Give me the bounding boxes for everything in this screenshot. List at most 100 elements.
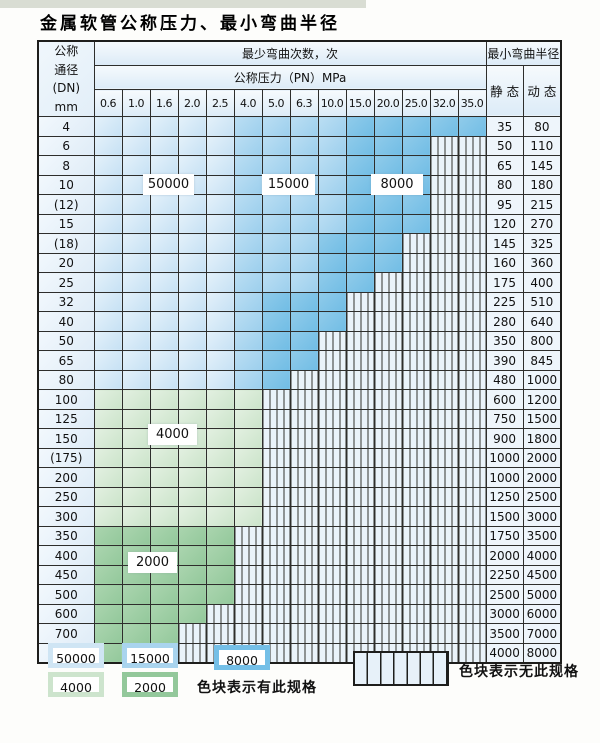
spec-cell-b50 <box>177 311 207 332</box>
spec-cell-b50 <box>121 194 151 215</box>
spec-cell-b8 <box>345 213 375 235</box>
static-radius-value: 1250 <box>485 486 524 508</box>
table-row: 125 750 1500 <box>37 408 562 430</box>
no-spec-cell <box>233 564 263 586</box>
spec-cell-b15 <box>289 233 319 254</box>
spec-cell-b15 <box>261 252 291 274</box>
no-spec-cell <box>317 603 347 625</box>
spec-cell-b50 <box>149 233 179 254</box>
no-spec-cell <box>401 330 431 352</box>
spec-cell-b8 <box>261 369 291 391</box>
dynamic-radius-value: 8000 <box>522 642 562 664</box>
no-spec-cell <box>429 252 459 274</box>
dn-value: 125 <box>37 408 95 430</box>
dn-value: 65 <box>37 350 95 371</box>
no-spec-cell <box>233 603 263 625</box>
spec-cell-b15 <box>233 116 263 137</box>
static-radius-value: 900 <box>485 428 524 449</box>
spec-cell-b50 <box>93 330 123 352</box>
no-spec-cell <box>429 603 459 625</box>
no-spec-cell <box>457 525 487 547</box>
pressure-value: 15.0 <box>345 89 375 118</box>
spec-cell-b50 <box>121 252 151 274</box>
spec-cell-b8 <box>345 174 375 196</box>
spec-cell-b8 <box>373 252 403 274</box>
spec-cell-b50 <box>177 213 207 235</box>
no-spec-cell <box>345 330 375 352</box>
dynamic-radius-value: 400 <box>522 272 562 293</box>
legend-swatch-value: 2000 <box>134 680 166 695</box>
spec-cell-b15 <box>233 272 263 293</box>
table-row: (18) 145 325 <box>37 233 562 254</box>
no-spec-cell <box>317 506 347 527</box>
dynamic-radius-value: 2000 <box>522 467 562 488</box>
spec-cell-b8 <box>261 311 291 332</box>
spec-cell-b4 <box>93 486 123 508</box>
no-spec-cell <box>289 428 319 449</box>
no-spec-cell <box>401 486 431 508</box>
pressure-value: 4.0 <box>233 89 263 118</box>
spec-cell-b8 <box>373 155 403 176</box>
no-spec-cell <box>317 545 347 566</box>
table-row: (175) 1000 2000 <box>37 447 562 469</box>
spec-cell-b15 <box>233 311 263 332</box>
spec-cell-b15 <box>233 135 263 157</box>
static-radius-value: 50 <box>485 135 524 157</box>
dynamic-radius-value: 360 <box>522 252 562 274</box>
dn-value: 150 <box>37 428 95 449</box>
pressure-value: 1.0 <box>121 89 151 118</box>
spec-cell-b8 <box>345 135 375 157</box>
dynamic-radius-value: 3500 <box>522 525 562 547</box>
spec-cell-b50 <box>121 272 151 293</box>
pressure-value: 20.0 <box>373 89 403 118</box>
no-spec-cell <box>429 311 459 332</box>
spec-cell-b4 <box>93 506 123 527</box>
spec-cell-b4 <box>233 428 263 449</box>
no-spec-cell <box>345 467 375 488</box>
no-spec-cell <box>289 467 319 488</box>
no-spec-cell <box>373 486 403 508</box>
spec-cell-b50 <box>149 291 179 313</box>
no-spec-cell <box>429 389 459 410</box>
legend-swatch-15000: 15000 <box>122 643 178 668</box>
no-spec-cell <box>373 369 403 391</box>
spec-cell-b50 <box>93 194 123 215</box>
spec-cell-b4 <box>177 506 207 527</box>
no-spec-cell <box>401 623 431 644</box>
dynamic-radius-value: 640 <box>522 311 562 332</box>
table-row: 25 175 400 <box>37 272 562 293</box>
dynamic-radius-value: 510 <box>522 291 562 313</box>
no-spec-cell <box>289 447 319 469</box>
spec-cell-b2 <box>177 545 207 566</box>
spec-cell-b50 <box>149 369 179 391</box>
spec-cell-b50 <box>177 194 207 215</box>
no-spec-cell <box>345 291 375 313</box>
spec-cell-b50 <box>121 330 151 352</box>
no-spec-cell <box>373 506 403 527</box>
no-spec-cell <box>317 447 347 469</box>
static-radius-value: 95 <box>485 194 524 215</box>
table-row: 8 65 145 <box>37 155 562 176</box>
dynamic-radius-value: 1000 <box>522 369 562 391</box>
spec-cell-b2 <box>149 603 179 625</box>
legend-has-spec-text: 色块表示有此规格 <box>197 680 317 696</box>
spec-cell-b2 <box>93 525 123 547</box>
no-spec-cell <box>345 311 375 332</box>
no-spec-cell <box>261 525 291 547</box>
spec-cell-b2 <box>149 525 179 547</box>
spec-cell-b50 <box>205 135 235 157</box>
spec-cell-b8 <box>317 291 347 313</box>
spec-cell-b50 <box>205 213 235 235</box>
no-spec-cell <box>345 506 375 527</box>
no-spec-cell <box>289 623 319 644</box>
no-spec-cell <box>401 291 431 313</box>
dn-value: 600 <box>37 603 95 625</box>
spec-cell-b2 <box>121 623 151 644</box>
spec-cell-b4 <box>149 389 179 410</box>
spec-cell-b2 <box>93 564 123 586</box>
spec-cell-b50 <box>93 233 123 254</box>
spec-cell-b8 <box>373 213 403 235</box>
spec-cell-b50 <box>121 350 151 371</box>
no-spec-cell <box>317 350 347 371</box>
no-spec-cell <box>289 545 319 566</box>
